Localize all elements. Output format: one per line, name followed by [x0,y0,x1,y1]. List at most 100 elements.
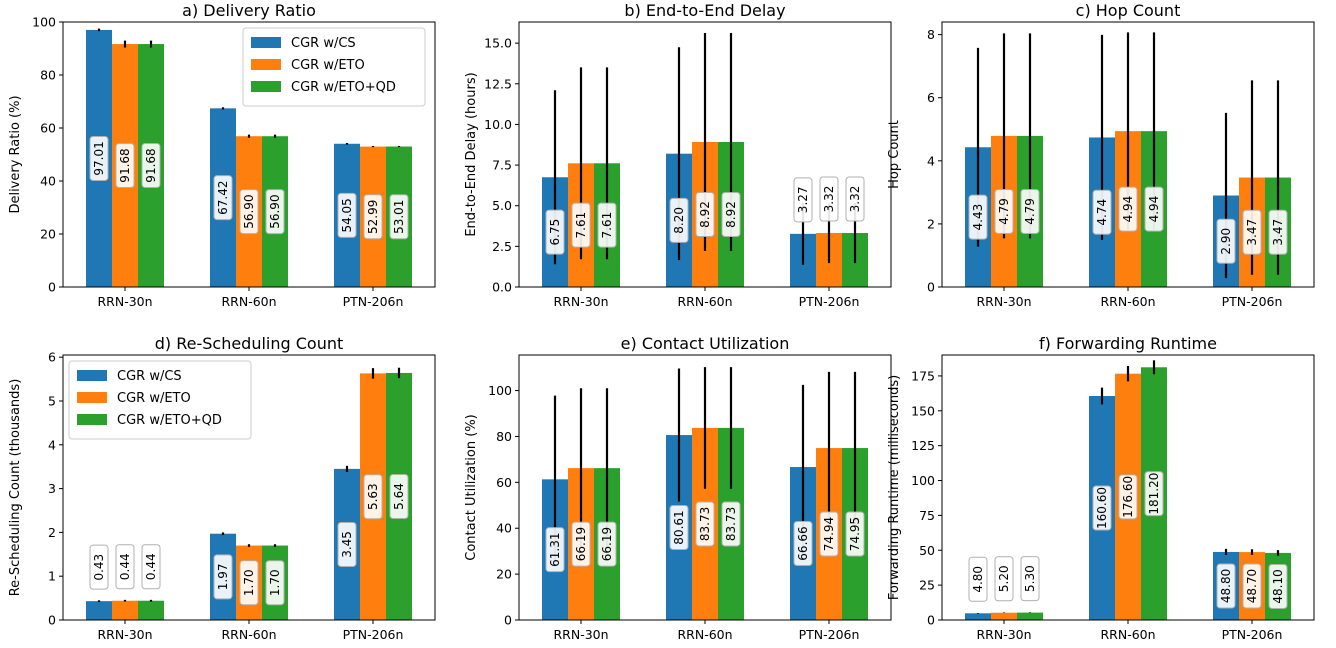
value-label-box [1216,218,1236,264]
y-tick-label: 100 [911,473,935,488]
value-label-box [1144,471,1164,517]
value-label-box [389,194,409,240]
y-axis-label: Forwarding Runtime (milliseconds) [887,375,902,600]
value-label-text: 4.94 [1121,196,1135,223]
chart-title: a) Delivery Ratio [182,1,316,20]
value-label: 5.63 [363,474,383,520]
chart-panel-4: d) Re-Scheduling Count Re-Scheduling Coun… [8,334,436,642]
y-tick-label: 7.5 [492,158,512,173]
value-label: 3.32 [845,176,865,222]
chart-panel-6: f) Forwarding Runtime Forwarding Runtime … [887,334,1315,642]
bar [965,613,991,620]
value-label-box [819,176,839,222]
value-label-box [721,501,741,547]
value-label-box [337,192,357,238]
legend-swatch [251,81,281,92]
bar [991,612,1017,620]
x-tick-label: RRN-60n [1100,627,1155,642]
y-tick-label: 2 [927,216,935,231]
value-label: 0.44 [141,544,161,590]
y-tick-label: 4 [48,437,56,452]
value-label-box [363,194,383,240]
y-tick-label: 0 [48,280,56,295]
value-label-box [845,176,865,222]
legend-item: CGR w/ETO [117,391,191,406]
value-label-text: 0.44 [144,553,158,580]
y-tick-label: 5 [48,393,56,408]
value-label: 97.01 [89,135,109,181]
value-label-box [793,177,813,223]
y-tick-label: 3 [48,481,56,496]
y-tick-label: 5.0 [492,198,512,213]
value-label-text: 56.90 [268,194,282,228]
value-label: 3.45 [337,521,357,567]
value-label-text: 8.92 [724,201,738,228]
value-label: 160.60 [1092,485,1112,531]
value-label-text: 0.44 [118,553,132,580]
value-label-box [597,521,617,567]
x-tick-label: RRN-30n [553,627,608,642]
value-label: 6.75 [545,209,565,255]
value-label: 181.20 [1144,471,1164,517]
value-label-box [1268,209,1288,255]
y-tick-label: 150 [911,403,935,418]
value-label-text: 61.31 [548,532,562,566]
value-label: 3.47 [1268,209,1288,255]
x-tick-label: RRN-60n [677,627,732,642]
y-tick-label: 75 [919,508,935,523]
value-label: 2.90 [1216,218,1236,264]
value-label-box [845,511,865,557]
value-label-text: 6.75 [548,219,562,246]
value-label-text: 3.32 [822,186,836,213]
chart-title: d) Re-Scheduling Count [155,334,344,353]
value-label-text: 4.74 [1095,199,1109,226]
value-label-box [1118,186,1138,232]
value-label-text: 74.95 [848,517,862,551]
x-tick-label: PTN-206n [343,294,404,309]
chart-panel-2: b) End-to-End Delay End-to-End Delay (hou… [464,1,892,309]
x-tick-label: PTN-206n [1222,294,1283,309]
y-tick-label: 80 [40,68,56,83]
value-label-text: 56.90 [242,194,256,228]
value-label-box [1020,556,1040,602]
value-label-box [994,188,1014,234]
value-label: 7.61 [571,202,591,248]
value-label: 66.19 [571,521,591,567]
value-label: 5.64 [389,473,409,519]
y-tick-label: 0 [927,613,935,628]
value-label-text: 48.10 [1271,569,1285,603]
y-axis-label: Re-Scheduling Count (thousands) [8,379,23,597]
value-label-box [89,544,109,590]
value-label: 3.47 [1242,209,1262,255]
value-label-text: 66.19 [574,527,588,561]
value-label-text: 0.43 [92,554,106,581]
value-label-text: 83.73 [724,507,738,541]
value-label-box [695,501,715,547]
legend-item: CGR w/ETO+QD [117,413,222,428]
x-tick-label: PTN-206n [799,627,860,642]
value-label-text: 4.80 [971,566,985,593]
legend: CGR w/CS CGR w/ETO CGR w/ETO+QD [242,27,426,107]
bar [1017,612,1043,620]
value-label: 83.73 [695,501,715,547]
value-label: 176.60 [1118,474,1138,520]
value-label-text: 7.61 [574,212,588,239]
value-label-box [1268,563,1288,609]
value-label-text: 5.20 [997,565,1011,592]
value-label-box [695,191,715,237]
value-label: 5.20 [994,556,1014,602]
y-tick-label: 2 [48,525,56,540]
y-axis-label: Contact Utilization (%) [464,414,479,560]
value-label-box [239,560,259,606]
x-tick-label: RRN-60n [677,294,732,309]
value-label: 8.92 [721,191,741,237]
value-label: 4.80 [968,556,988,602]
value-label-box [545,527,565,573]
y-tick-label: 0 [48,613,56,628]
value-label-text: 54.05 [340,198,354,232]
y-tick-label: 100 [488,383,512,398]
value-label-box [141,143,161,189]
y-tick-label: 20 [40,227,56,242]
value-label: 5.30 [1020,556,1040,602]
y-tick-label: 50 [919,543,935,558]
